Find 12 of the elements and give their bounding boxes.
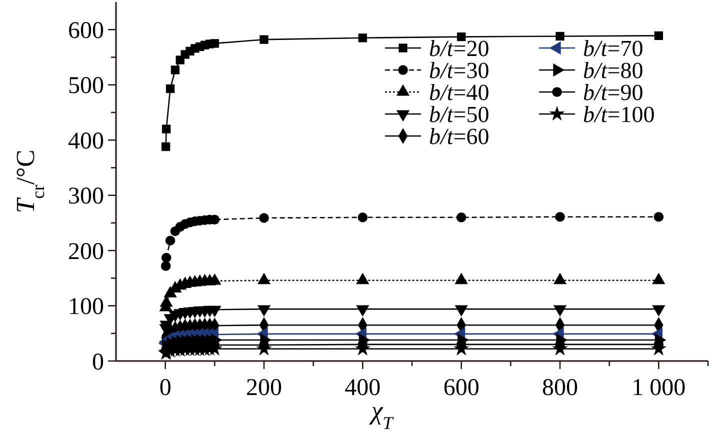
y-tick-label: 300	[68, 184, 104, 210]
x-tick-label: 0	[159, 375, 172, 401]
y-tick-label: 200	[68, 238, 104, 265]
y-tick-label: 0	[92, 349, 104, 376]
y-tick-label: 400	[68, 128, 104, 154]
x-tick-label: 800	[542, 375, 578, 401]
y-tick-label: 500	[68, 73, 104, 100]
x-tick-label: 200	[246, 375, 282, 401]
x-tick-label: 1 000	[632, 375, 686, 401]
y-tick-label: 600	[68, 18, 104, 44]
x-tick-label: 600	[443, 375, 480, 401]
y-tick-label: 100	[68, 294, 104, 320]
